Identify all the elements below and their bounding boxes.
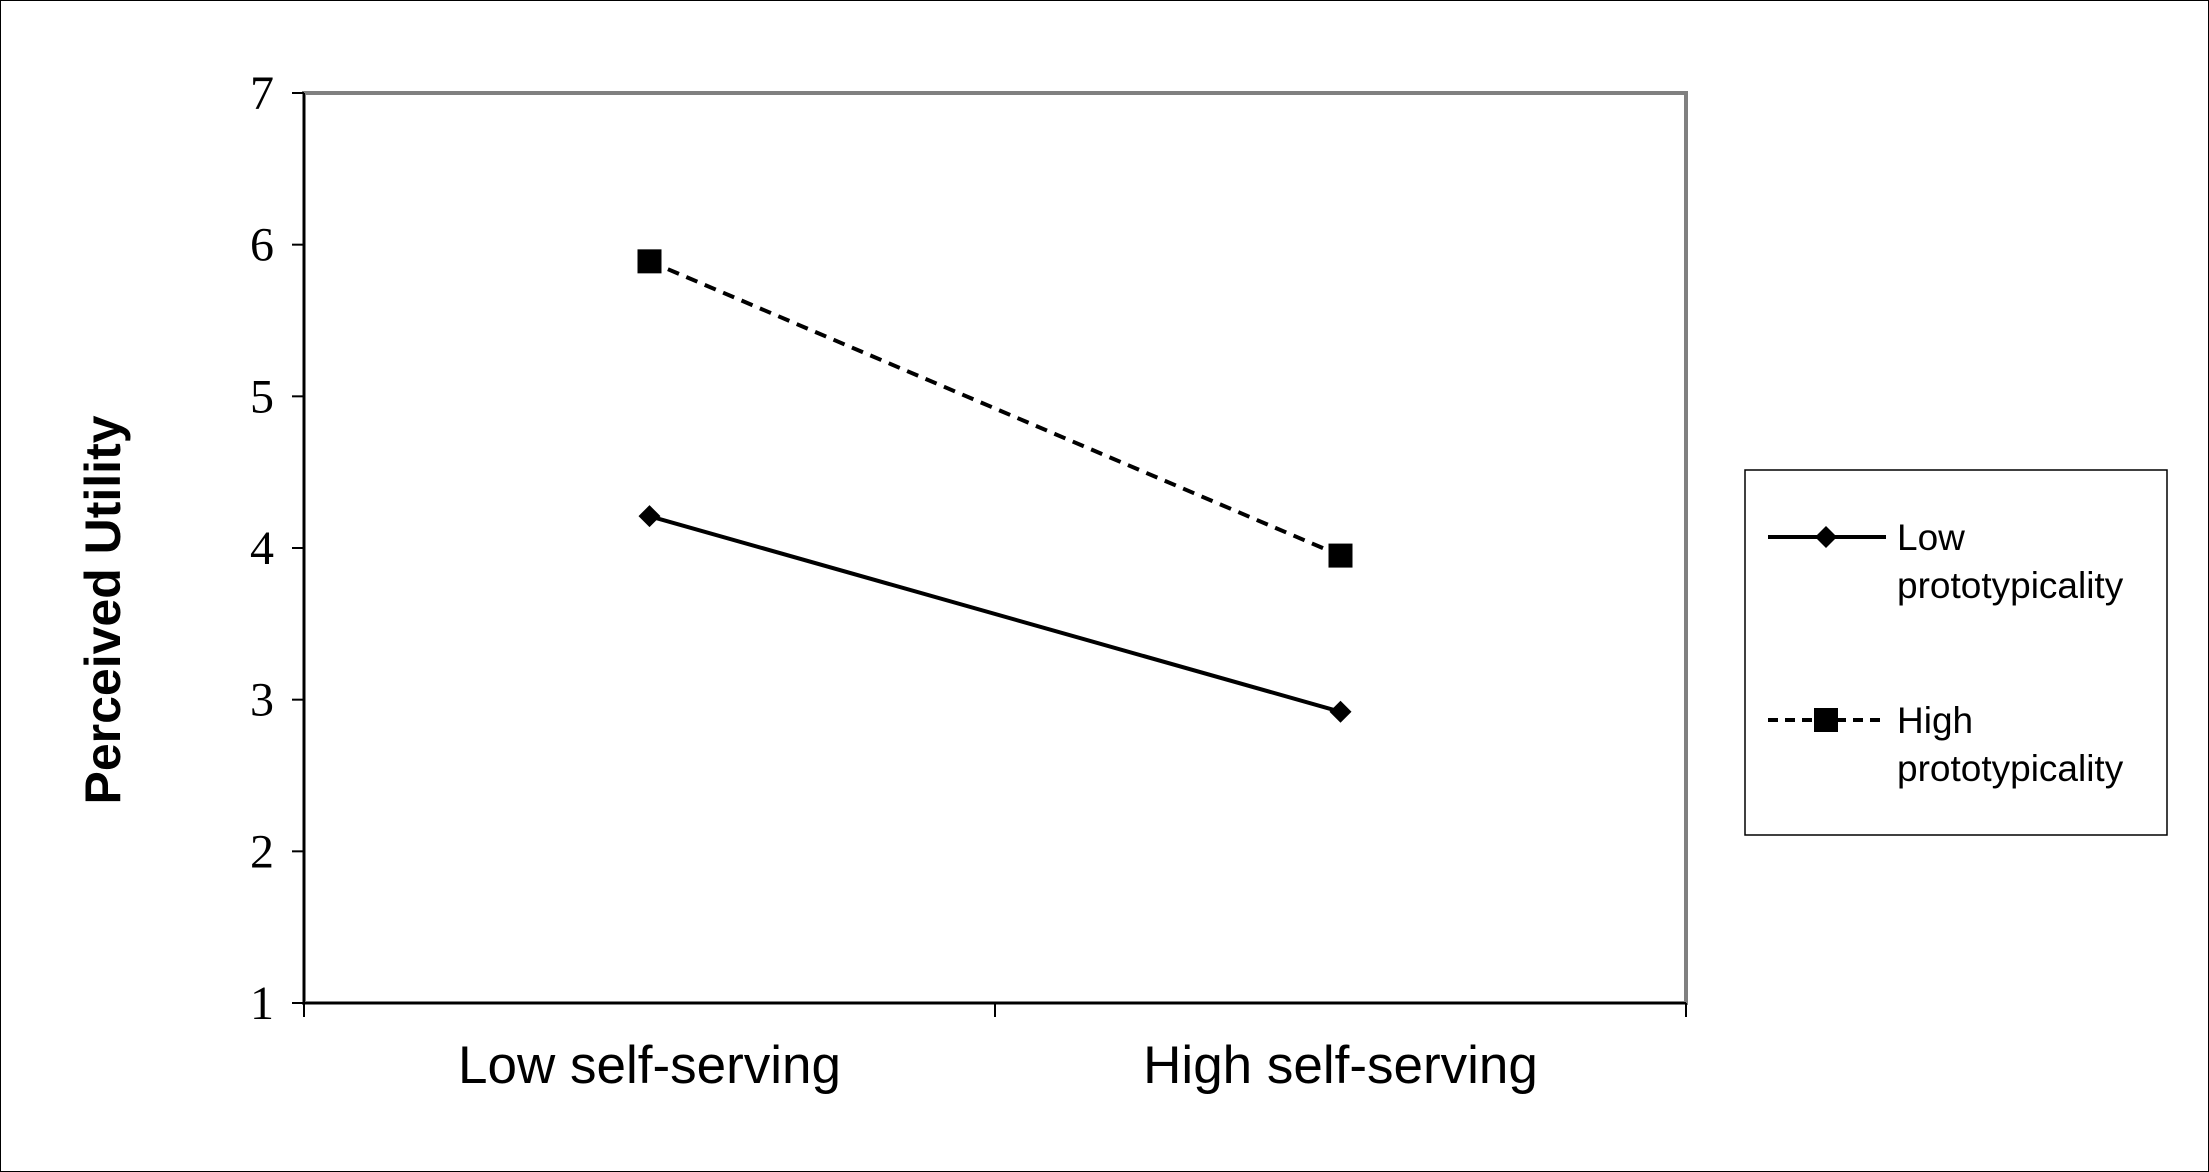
series-2 (637, 249, 1353, 568)
x-axis: Low self-serving High self-serving (303, 1002, 1687, 1095)
y-tick-label: 4 (250, 522, 274, 575)
data-point (638, 505, 661, 528)
series-line (648, 514, 1342, 714)
legend-label: prototypicality (1897, 748, 2124, 789)
legend-marker (1815, 526, 1837, 548)
series-line (648, 259, 1342, 558)
series-layer (637, 249, 1353, 723)
data-point (1329, 700, 1352, 723)
legend-item-2: High prototypicality (1768, 700, 2124, 789)
y-axis-title: Perceived Utility (75, 415, 131, 804)
y-axis: 1 2 3 4 5 6 7 (250, 67, 305, 1030)
x-category-label: Low self-serving (458, 1036, 841, 1095)
series-1 (638, 505, 1352, 723)
y-tick-label: 5 (250, 370, 274, 423)
legend: Low prototypicality High prototypicality (1744, 469, 2168, 836)
y-tick-label: 1 (250, 977, 274, 1030)
y-tick-label: 3 (250, 674, 274, 727)
legend-label: prototypicality (1897, 565, 2124, 606)
data-point (1328, 543, 1353, 568)
legend-label: Low (1897, 517, 1965, 558)
legend-item-1: Low prototypicality (1768, 517, 2124, 606)
legend-label: High (1897, 700, 1973, 741)
y-tick-label: 6 (250, 219, 274, 272)
legend-items: Low prototypicality High prototypicality (1768, 517, 2124, 789)
plot-area (302, 91, 1688, 1005)
y-tick-label: 2 (250, 825, 274, 878)
data-point (637, 249, 662, 274)
legend-marker (1814, 708, 1838, 732)
x-category-label: High self-serving (1143, 1036, 1538, 1095)
legend-box (1744, 469, 2168, 836)
y-tick-label: 7 (250, 67, 274, 120)
